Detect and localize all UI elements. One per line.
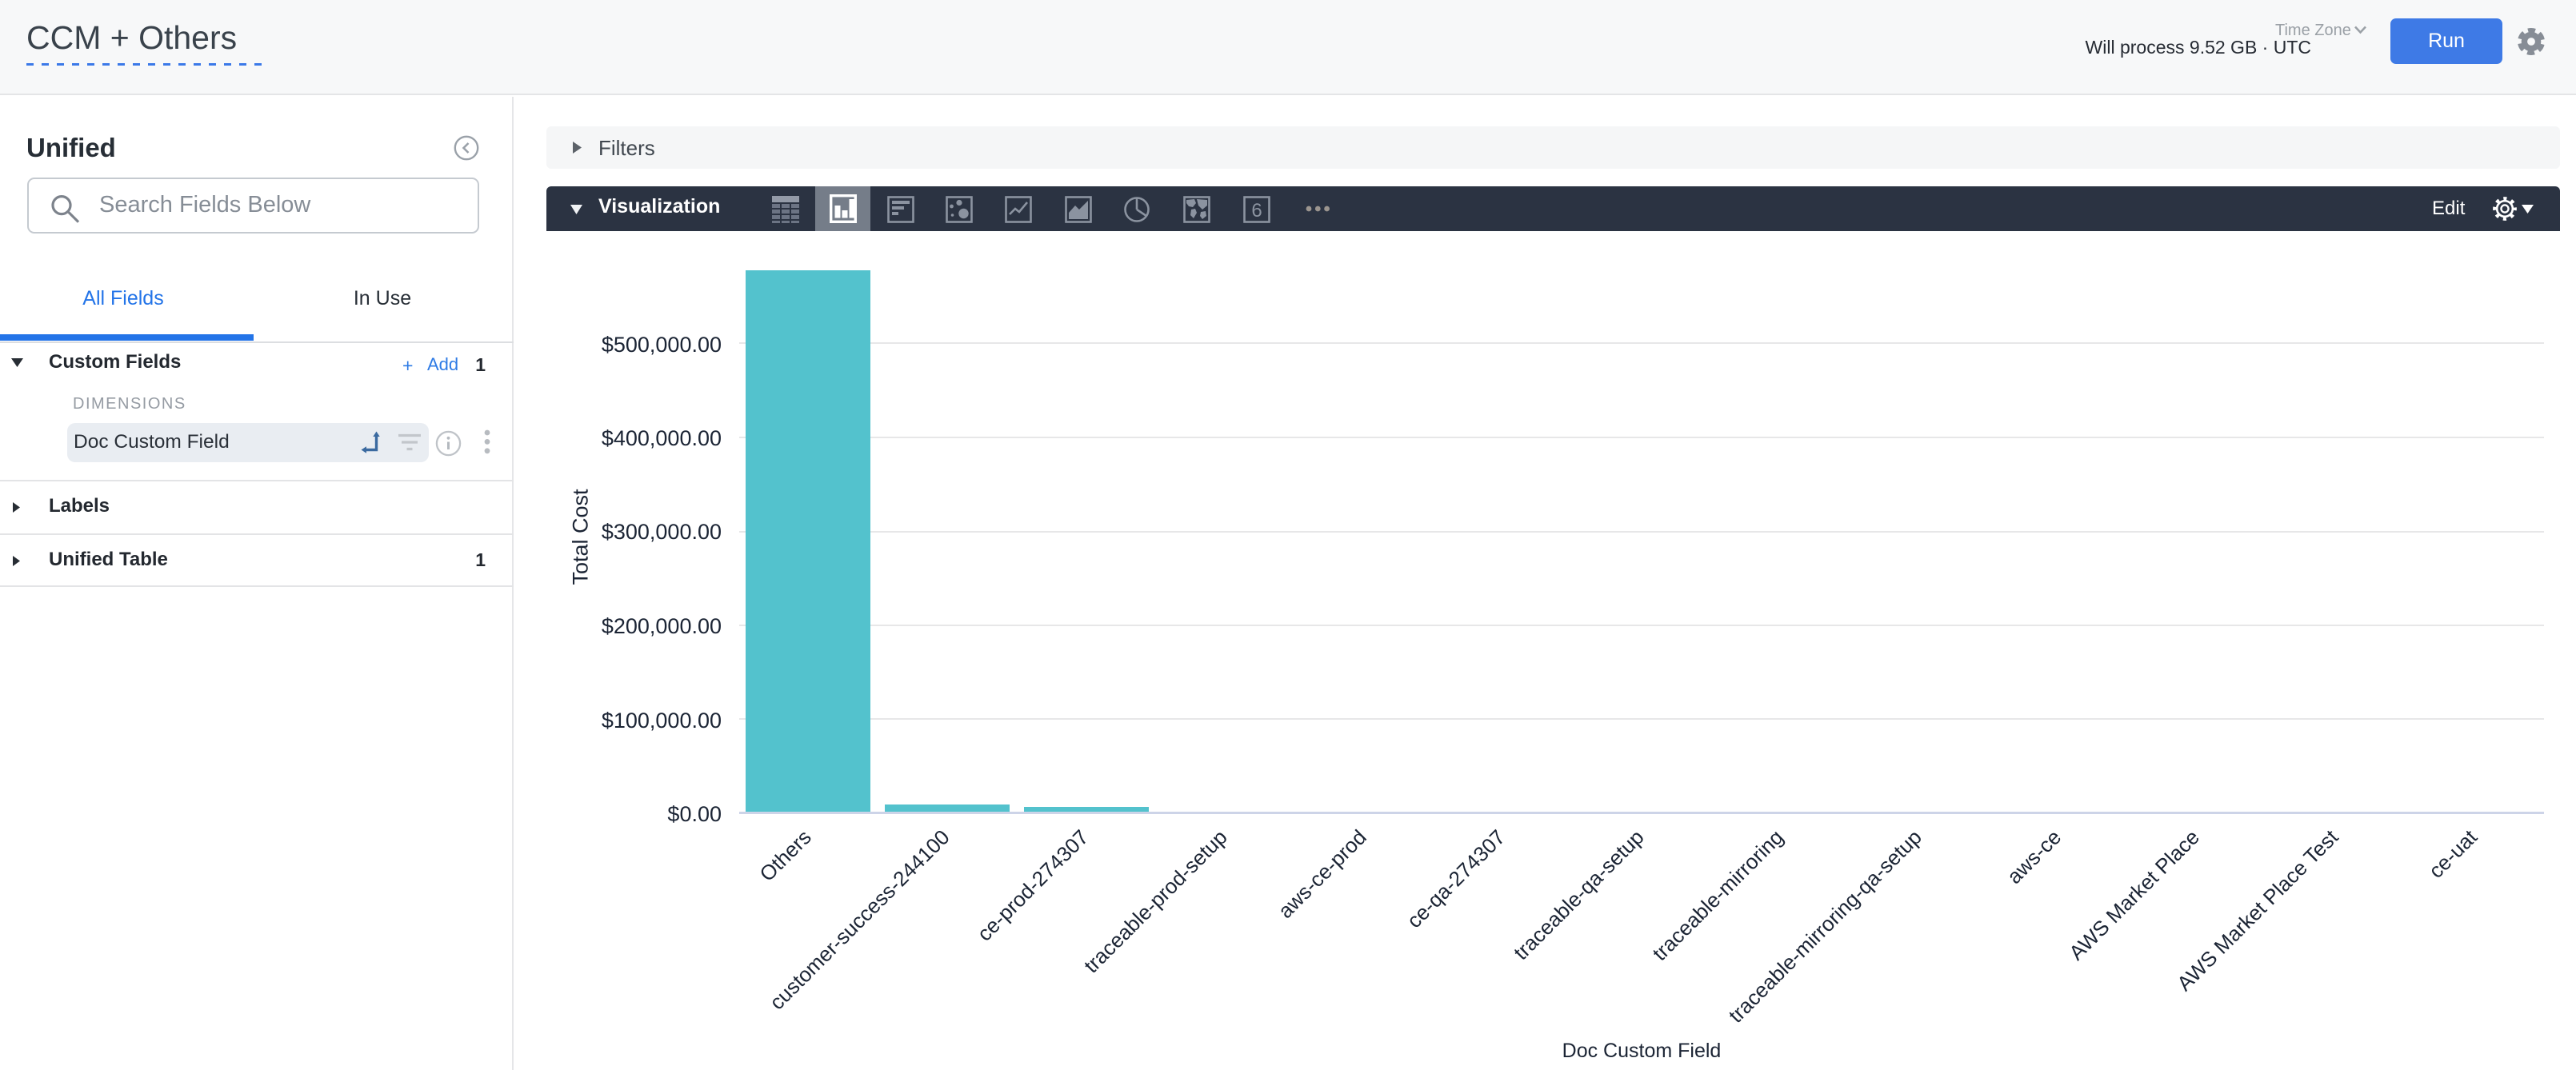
- svg-text:6: 6: [1251, 200, 1262, 222]
